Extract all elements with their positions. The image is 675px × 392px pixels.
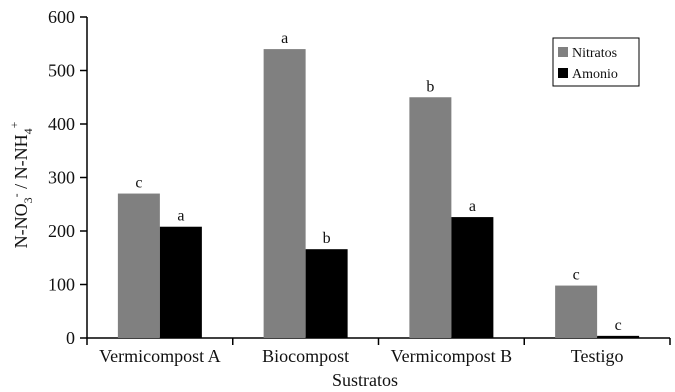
- significance-label: c: [615, 317, 622, 334]
- legend-label-amonio: Amonio: [572, 67, 618, 82]
- legend-swatch-amonio: [558, 68, 568, 78]
- x-category-label: Testigo: [571, 346, 624, 366]
- significance-label: c: [135, 175, 142, 192]
- y-axis-title: N-NO3- / N-NH4+: [7, 121, 35, 248]
- x-axis: Vermicompost A Biocompost Vermicompost B Te…: [86, 337, 671, 366]
- legend-label-nitratos: Nitratos: [572, 46, 617, 61]
- significance-labels: c a a b b a c c: [135, 30, 621, 334]
- legend: Nitratos Amonio: [552, 37, 640, 87]
- y-axis-title-sup: +: [7, 121, 21, 128]
- bar-nitratos: [555, 285, 598, 338]
- bar-nitratos: [409, 97, 452, 338]
- y-axis-title-part: / N-NH: [11, 134, 31, 193]
- x-category-label: Biocompost: [262, 346, 349, 366]
- bars: [117, 49, 640, 338]
- y-axis-title-sub: 3: [21, 197, 35, 203]
- bar-nitratos: [263, 49, 306, 338]
- y-tick-label: 200: [48, 221, 75, 241]
- y-tick-label: 0: [66, 328, 75, 348]
- y-tick-label: 100: [48, 275, 75, 295]
- y-tick-label: 500: [48, 61, 75, 81]
- y-axis-title-sub: 4: [21, 128, 35, 134]
- bar-amonio: [305, 249, 348, 338]
- y-axis-title-part: N-NO: [11, 203, 31, 248]
- y-tick-label: 400: [48, 114, 75, 134]
- y-axis-title-sup: -: [9, 193, 23, 197]
- y-tick-label: 600: [48, 7, 75, 27]
- significance-label: c: [573, 267, 580, 284]
- legend-swatch-nitratos: [558, 47, 568, 57]
- significance-label: b: [426, 78, 434, 95]
- bar-amonio: [159, 226, 202, 338]
- x-category-label: Vermicompost B: [391, 346, 513, 366]
- significance-label: b: [323, 230, 331, 247]
- bar-amonio: [597, 335, 640, 338]
- bar-nitratos: [117, 193, 160, 338]
- significance-label: a: [281, 30, 288, 47]
- significance-label: a: [177, 208, 184, 225]
- y-axis: 0 100 200 300 400 500 600: [48, 7, 88, 348]
- y-tick-label: 300: [48, 168, 75, 188]
- significance-label: a: [469, 198, 476, 215]
- x-axis-title: Sustratos: [332, 370, 398, 390]
- bar-amonio: [451, 217, 494, 338]
- x-category-label: Vermicompost A: [99, 346, 221, 366]
